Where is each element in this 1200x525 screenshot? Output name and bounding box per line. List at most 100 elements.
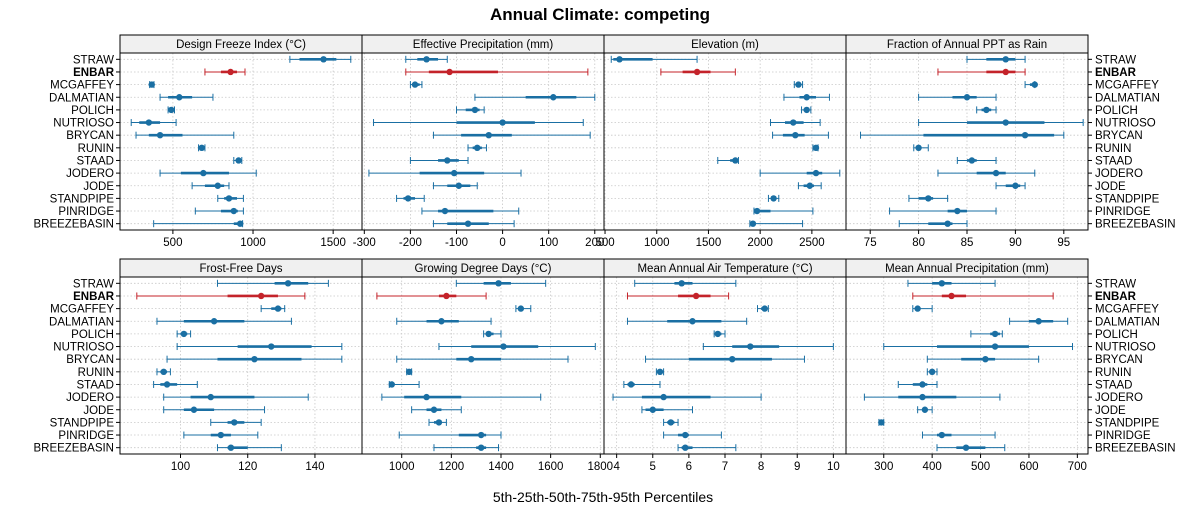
panel-frame xyxy=(119,52,363,231)
x-tick-label: 0 xyxy=(499,237,505,249)
median-point xyxy=(938,431,946,439)
median-point xyxy=(210,318,218,325)
site-label-right: STANDPIPE xyxy=(1095,193,1160,205)
median-point xyxy=(962,444,970,451)
site-label-left: STRAW xyxy=(73,54,114,66)
median-point xyxy=(464,220,472,227)
panel-growing-degree-days-c: Growing Degree Days (°C) 1000 1200 1400 1600… xyxy=(361,258,613,473)
x-tick-label: 95 xyxy=(1057,237,1070,249)
median-point xyxy=(450,169,458,177)
site-label-right: DALMATIAN xyxy=(1095,316,1160,328)
panel-frame xyxy=(119,276,363,455)
median-point xyxy=(446,68,453,76)
site-brycan xyxy=(396,355,569,363)
median-point xyxy=(749,220,757,227)
median-point xyxy=(714,330,721,338)
median-point xyxy=(198,144,205,152)
median-point xyxy=(468,355,475,363)
site-pinridge xyxy=(398,431,502,439)
site-pinridge xyxy=(183,431,259,439)
median-point xyxy=(423,393,430,401)
site-jodero xyxy=(863,393,1001,401)
site-label-left: RUNIN xyxy=(78,143,114,155)
site-label-left: PINRIDGE xyxy=(58,206,114,218)
panel-frame xyxy=(603,52,847,231)
median-point xyxy=(274,305,282,312)
x-tick-label: 5 xyxy=(650,461,656,473)
site-label-left: STAAD xyxy=(77,379,115,391)
site-label-right: STAAD xyxy=(1095,155,1133,167)
site-label-left: STANDPIPE xyxy=(50,193,115,205)
panel-grid: Design Freeze Index (°C)500 1000 1500Effec… xyxy=(33,34,1176,473)
median-point xyxy=(878,419,885,426)
median-point xyxy=(485,131,492,139)
median-point xyxy=(795,81,802,88)
site-runin xyxy=(405,368,413,376)
site-jodero xyxy=(381,393,542,401)
x-tick-label: 1500 xyxy=(696,237,722,249)
site-label-left: MCGAFFEY xyxy=(50,80,114,92)
site-runin xyxy=(467,144,487,152)
x-tick-label: 6 xyxy=(686,461,692,473)
x-tick-label: 1800 xyxy=(587,461,613,473)
site-label-left: BRYCAN xyxy=(66,354,114,366)
site-label-right: BREEZEBASIN xyxy=(1095,219,1176,231)
site-jodero xyxy=(368,169,522,177)
site-breezebasin xyxy=(432,220,515,228)
site-label-left: STANDPIPE xyxy=(50,417,115,429)
x-tick-label: -100 xyxy=(445,237,468,249)
median-point xyxy=(983,106,990,114)
x-tick-label: 80 xyxy=(912,237,925,249)
site-jodero xyxy=(159,169,257,177)
site-label-left: JODE xyxy=(83,405,114,417)
median-point xyxy=(443,292,450,300)
site-standpipe xyxy=(210,418,262,426)
median-point xyxy=(435,419,443,426)
median-point xyxy=(471,106,479,114)
site-polich xyxy=(801,106,812,114)
site-dalmatian xyxy=(396,317,492,325)
site-standpipe xyxy=(428,418,447,426)
median-point xyxy=(803,94,810,101)
x-tick-label: 8 xyxy=(758,461,764,473)
chart-title: Annual Climate: competing xyxy=(490,5,710,24)
site-label-right: DALMATIAN xyxy=(1095,92,1160,104)
median-point xyxy=(656,368,664,376)
median-point xyxy=(411,81,419,88)
median-point xyxy=(227,68,234,76)
site-runin xyxy=(926,368,938,376)
site-label-left: BREEZEBASIN xyxy=(33,443,114,455)
panel-frame xyxy=(361,52,605,231)
site-enbar xyxy=(376,292,487,300)
median-point xyxy=(982,355,989,363)
median-point xyxy=(388,381,395,388)
site-label-left: DALMATIAN xyxy=(49,92,114,104)
median-point xyxy=(441,207,449,215)
x-tick-label: 4 xyxy=(613,461,620,473)
site-jodero xyxy=(937,169,1036,177)
site-dalmatian xyxy=(783,93,830,101)
site-mcgaffey xyxy=(793,81,804,89)
site-straw xyxy=(289,55,352,63)
x-tick-label: 500 xyxy=(163,237,182,249)
panel-title: Mean Annual Precipitation (mm) xyxy=(885,263,1049,275)
x-tick-label: 300 xyxy=(874,461,893,473)
site-nutrioso xyxy=(438,343,596,351)
panel-frame xyxy=(361,276,605,455)
site-enbar xyxy=(912,292,1054,300)
panel-mean-annual-precipitation-mm: Mean Annual Precipitation (mm) 300 400 500 6… xyxy=(845,258,1089,473)
median-point xyxy=(1031,81,1038,88)
site-label-right: STRAW xyxy=(1095,54,1136,66)
median-point xyxy=(217,431,225,439)
site-mcgaffey xyxy=(409,81,423,89)
site-jodero xyxy=(163,393,309,401)
site-mcgaffey xyxy=(260,305,286,313)
site-straw xyxy=(216,279,329,287)
median-point xyxy=(919,381,926,388)
site-label-right: BRYCAN xyxy=(1095,354,1143,366)
site-staad xyxy=(153,380,198,388)
median-point xyxy=(928,368,936,376)
median-point xyxy=(500,343,507,350)
x-tick-label: 600 xyxy=(1019,461,1038,473)
median-point xyxy=(753,207,761,215)
